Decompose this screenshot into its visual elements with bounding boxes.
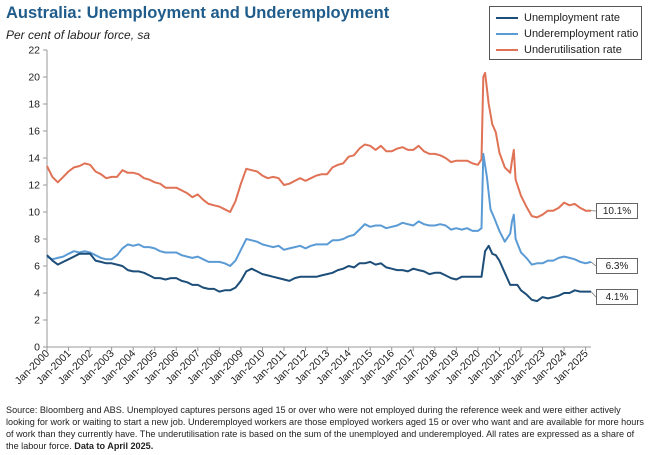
series-line-underemployment: [46, 152, 592, 267]
chart-legend: Unemployment rate Underemployment ratio …: [489, 6, 642, 60]
y-tick-label: 16: [28, 126, 40, 138]
y-tick-label: 12: [28, 180, 40, 192]
y-tick-label: 20: [28, 72, 40, 84]
y-tick-label: 0: [34, 342, 40, 354]
legend-label-underutilisation: Underutilisation rate: [524, 44, 622, 56]
series-lines: [46, 71, 592, 303]
legend-item-underemployment: Underemployment ratio: [496, 26, 639, 42]
end-label-underutilisation: 10.1%: [596, 203, 638, 219]
legend-label-underemployment: Underemployment ratio: [524, 28, 639, 40]
y-tick-label: 4: [34, 288, 40, 300]
connector-unemployment: [590, 291, 597, 298]
line-chart: 0246810121416182022Jan-2000Jan-2001Jan-2…: [13, 45, 597, 387]
series-line-unemployment: [46, 244, 591, 303]
y-tick-label: 18: [28, 99, 40, 111]
legend-swatch-unemployment: [496, 17, 518, 19]
end-label-unemployment: 4.1%: [596, 289, 638, 305]
chart-axes: 0246810121416182022Jan-2000Jan-2001Jan-2…: [13, 45, 591, 387]
legend-swatch-underemployment: [496, 33, 518, 35]
footnote-text: Source: Bloomberg and ABS. Unemployed ca…: [6, 405, 644, 451]
chart-title: Australia: Unemployment and Underemploym…: [6, 4, 390, 22]
end-label-connectors: [590, 210, 597, 298]
y-tick-label: 8: [34, 234, 40, 246]
source-footnote: Source: Bloomberg and ABS. Unemployed ca…: [6, 404, 646, 452]
legend-item-underutilisation: Underutilisation rate: [496, 42, 635, 58]
legend-swatch-underutilisation: [496, 49, 518, 51]
y-tick-label: 6: [34, 261, 40, 273]
chart-subtitle: Per cent of labour force, sa: [6, 28, 151, 42]
y-tick-label: 22: [28, 45, 40, 57]
end-label-underemployment: 6.3%: [596, 258, 638, 274]
series-line-underutilisation: [46, 71, 591, 219]
footnote-data-date: Data to April 2025.: [74, 441, 154, 451]
y-tick-label: 10: [28, 207, 40, 219]
legend-item-unemployment: Unemployment rate: [496, 10, 635, 26]
y-tick-label: 14: [28, 153, 40, 165]
connector-underemployment: [590, 261, 597, 267]
y-tick-label: 2: [34, 315, 40, 327]
legend-label-unemployment: Unemployment rate: [524, 12, 620, 24]
